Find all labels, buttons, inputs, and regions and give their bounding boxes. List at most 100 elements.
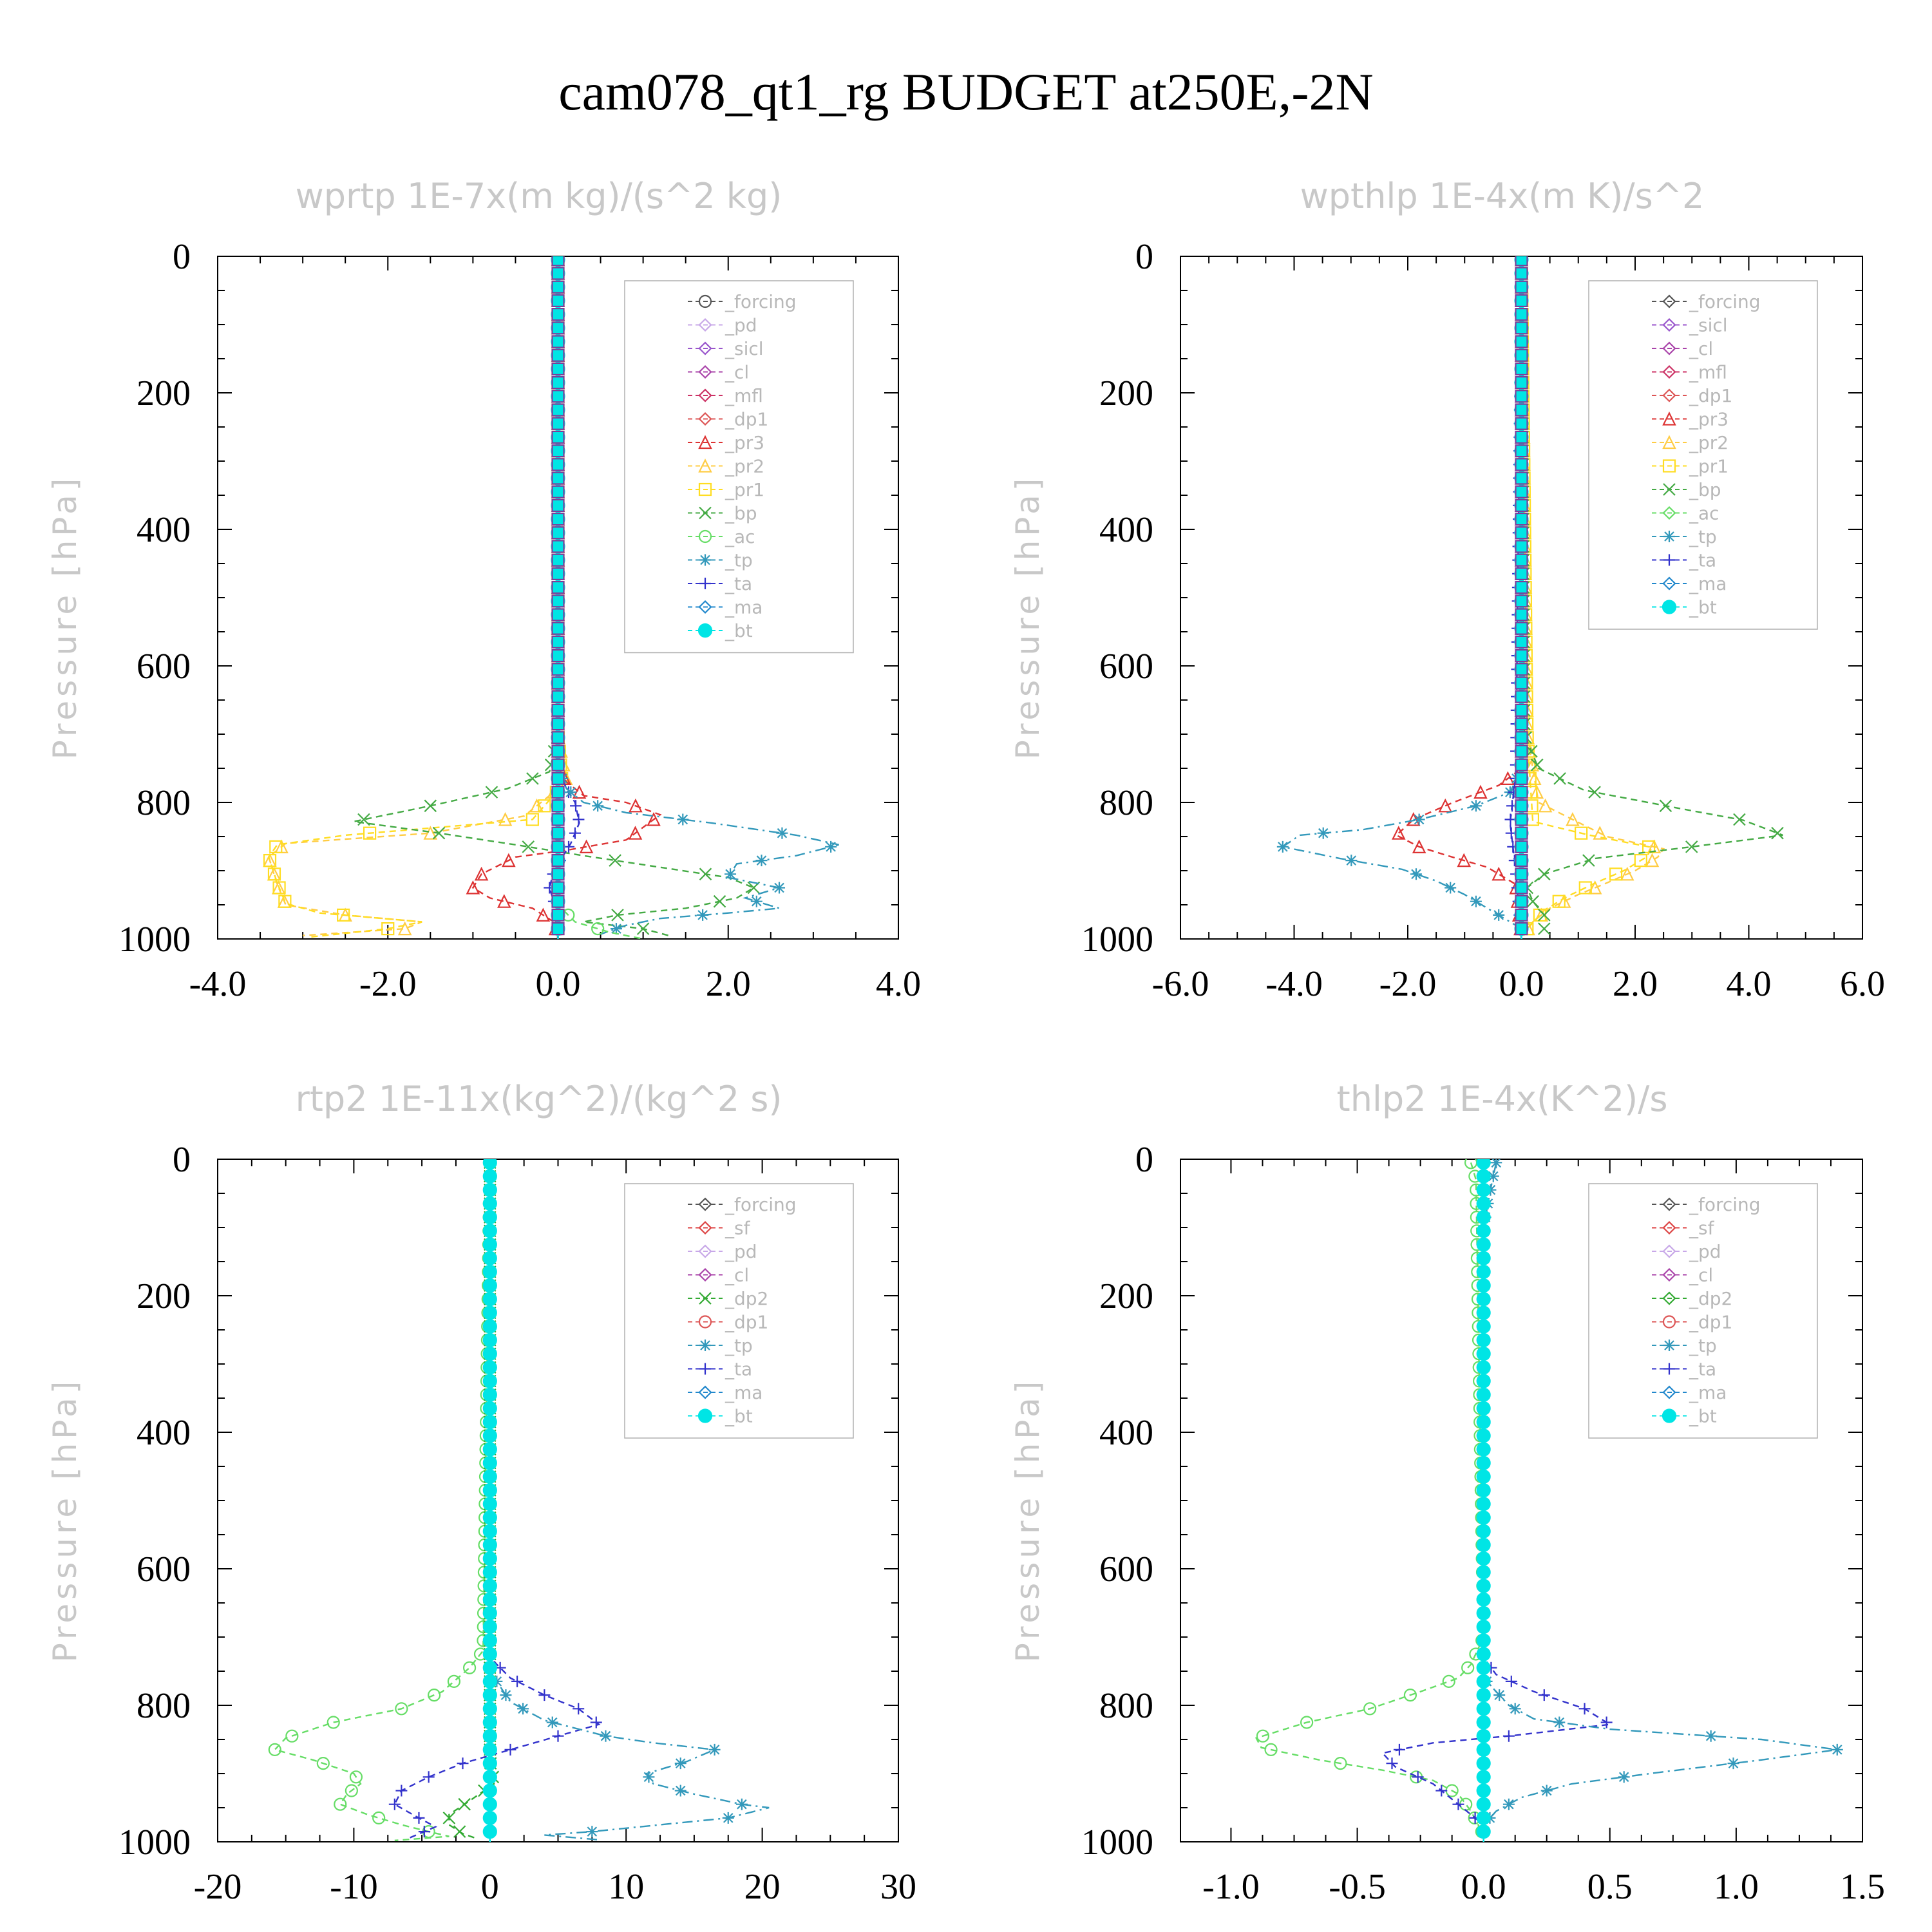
legend-marker (1662, 600, 1677, 614)
legend-item-dp1: _dp1 (688, 409, 768, 430)
series-point-tp (517, 1703, 529, 1715)
series-point-bt (551, 416, 565, 431)
series-point-column (551, 895, 565, 908)
series-point-bp (424, 799, 437, 813)
series-point-pr1 (263, 853, 277, 867)
series-point-column (551, 676, 565, 690)
series-point-column (551, 526, 565, 540)
series-point-bp (432, 826, 446, 840)
series-point-pr2 (1645, 853, 1660, 867)
legend-label: _tp (724, 550, 753, 571)
series-point-column (1515, 390, 1528, 403)
series-point-bt (1514, 716, 1529, 732)
series-point-pr1 (381, 922, 395, 936)
series-point-bt (1514, 375, 1529, 390)
series-point-pr1 (526, 813, 539, 826)
legend-item-forcing: _forcing (1652, 291, 1761, 312)
legend-label: _pr3 (1689, 409, 1728, 430)
series-point-pr1 (1642, 840, 1656, 854)
legend-item-tp: _tp (688, 550, 753, 571)
series-point-bt (551, 757, 565, 772)
series-point-bt (482, 1374, 497, 1388)
series-point-pr2 (267, 866, 281, 881)
legend-marker (698, 1267, 712, 1282)
legend-label: _ma (1689, 573, 1727, 594)
series-point-column (1515, 772, 1528, 786)
series-point-bt (1476, 1469, 1491, 1484)
legend-item-pd: _pd (688, 1241, 757, 1262)
legend-label: _sicl (1689, 315, 1728, 336)
series-line-dp1 (273, 1159, 491, 1842)
series-point-bt (1514, 443, 1529, 459)
series-point-bt (1514, 457, 1529, 472)
series-point-bt (1514, 594, 1529, 609)
series-point-column (551, 663, 565, 676)
legend-marker (1662, 435, 1676, 450)
series-point-bt (551, 826, 565, 840)
legend-marker (1663, 554, 1675, 566)
legend-label: _dp1 (1689, 1312, 1732, 1333)
series-point-tp (697, 909, 709, 921)
series-point-ta (1538, 1689, 1550, 1701)
series-point-bt (1514, 648, 1529, 663)
series-point-bp (1538, 867, 1551, 881)
series-point-column (1515, 731, 1528, 744)
series-point-column (551, 908, 565, 922)
series-point-pr3 (1492, 866, 1506, 881)
series-point-column (551, 580, 565, 594)
series-point-bt (1476, 1278, 1491, 1293)
series-point-pr1 (1634, 853, 1647, 867)
series-point-bt (551, 771, 565, 786)
legend-item-dp1: _dp1 (1652, 1312, 1732, 1333)
series-point-bt (1476, 1783, 1491, 1798)
series-point-ta (511, 1675, 524, 1687)
series-point-dp1 (1403, 1689, 1417, 1702)
series-point-bt (1514, 416, 1529, 431)
series-point-column (1515, 867, 1528, 881)
series-point-column (551, 731, 565, 744)
series-point-bt (1514, 621, 1529, 636)
legend-marker (699, 1340, 711, 1351)
series-point-column (551, 853, 565, 867)
series-point-column (551, 267, 565, 280)
series-point-bt (551, 594, 565, 609)
series-point-pr1 (1575, 826, 1588, 840)
legend-marker (699, 1292, 712, 1305)
legend-item-pr1: _pr1 (1652, 456, 1728, 477)
series-point-tp (724, 868, 737, 880)
series-point-column (551, 922, 565, 936)
series-point-bt (1476, 1224, 1491, 1238)
series-point-column (551, 444, 565, 458)
series-point-column (551, 390, 565, 403)
series-point-bt (1476, 1251, 1491, 1265)
legend-item-forcing: _forcing (1652, 1194, 1761, 1215)
legend-marker (1663, 483, 1676, 496)
legend-marker (1663, 531, 1675, 542)
series-point-bp (1530, 758, 1544, 772)
series-point-ta (538, 1689, 551, 1701)
series-point-dp1 (1264, 1743, 1278, 1756)
series-point-tp (722, 1812, 734, 1824)
series-point-bt (1514, 744, 1529, 759)
series-point-column (1515, 649, 1528, 663)
series-point-bt (551, 307, 565, 322)
series-point-tp (674, 1785, 687, 1797)
series-point-bt (1476, 1510, 1491, 1525)
legend-item-cl: _cl (1652, 1265, 1713, 1286)
x-tick-label: 2.0 (706, 964, 751, 1004)
series-point-bt (1476, 1196, 1491, 1211)
series-point-pr3 (502, 853, 516, 867)
series-point-bt (1476, 1455, 1491, 1470)
series-point-column (551, 430, 565, 444)
series-point-tp (1317, 827, 1329, 839)
series-point-column (1515, 256, 1528, 267)
series-point-bt (1476, 1660, 1491, 1675)
series-point-tp (1540, 1785, 1553, 1797)
series-point-bp (357, 813, 370, 826)
x-tick-label: -6.0 (1152, 964, 1209, 1004)
series-point-dp2 (453, 1825, 466, 1838)
y-tick-label: 800 (137, 1686, 191, 1726)
x-tick-label: -4.0 (189, 964, 247, 1004)
series-point-bt (482, 1387, 497, 1402)
series-point-dp1 (462, 1661, 477, 1674)
